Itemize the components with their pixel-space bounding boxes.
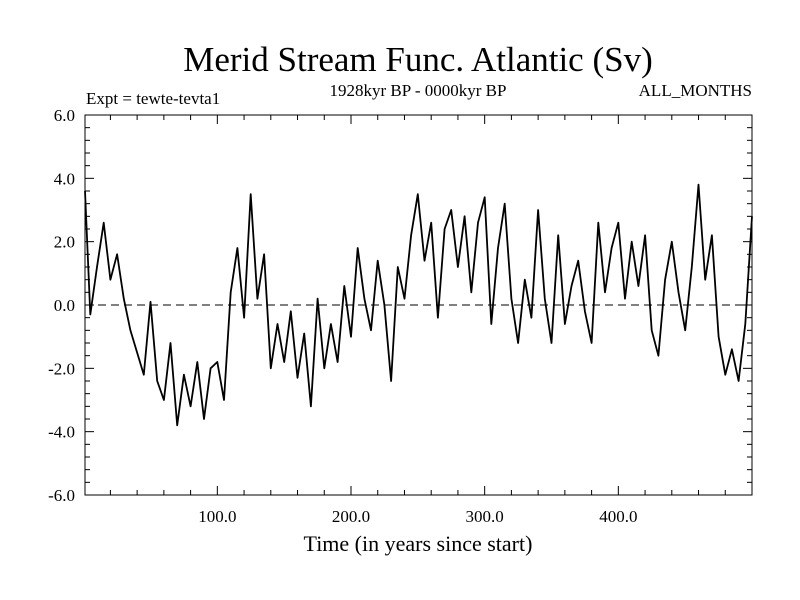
y-tick-label: 0.0 xyxy=(54,296,75,315)
chart-subtitle: 1928kyr BP - 0000kyr BP xyxy=(330,81,507,100)
x-tick-label: 400.0 xyxy=(599,507,637,526)
x-tick-label: 100.0 xyxy=(198,507,236,526)
x-tick-label: 300.0 xyxy=(466,507,504,526)
y-tick-label: 2.0 xyxy=(54,233,75,252)
y-tick-label: -2.0 xyxy=(48,359,75,378)
x-axis-label: Time (in years since start) xyxy=(304,531,533,556)
y-tick-label: 6.0 xyxy=(54,106,75,125)
y-tick-label: -4.0 xyxy=(48,423,75,442)
y-tick-label: -6.0 xyxy=(48,486,75,505)
chart-title: Merid Stream Func. Atlantic (Sv) xyxy=(183,40,653,79)
experiment-label: Expt = tewte-tevta1 xyxy=(86,89,220,108)
y-tick-label: 4.0 xyxy=(54,169,75,188)
plot-frame xyxy=(84,114,753,496)
x-tick-label: 200.0 xyxy=(332,507,370,526)
tick-labels: 100.0 200.0 300.0 400.0 -6.0 -4.0 -2.0 0.0 2.0 4.… xyxy=(48,106,637,526)
series-line xyxy=(84,183,753,427)
period-label: ALL_MONTHS xyxy=(639,81,752,100)
